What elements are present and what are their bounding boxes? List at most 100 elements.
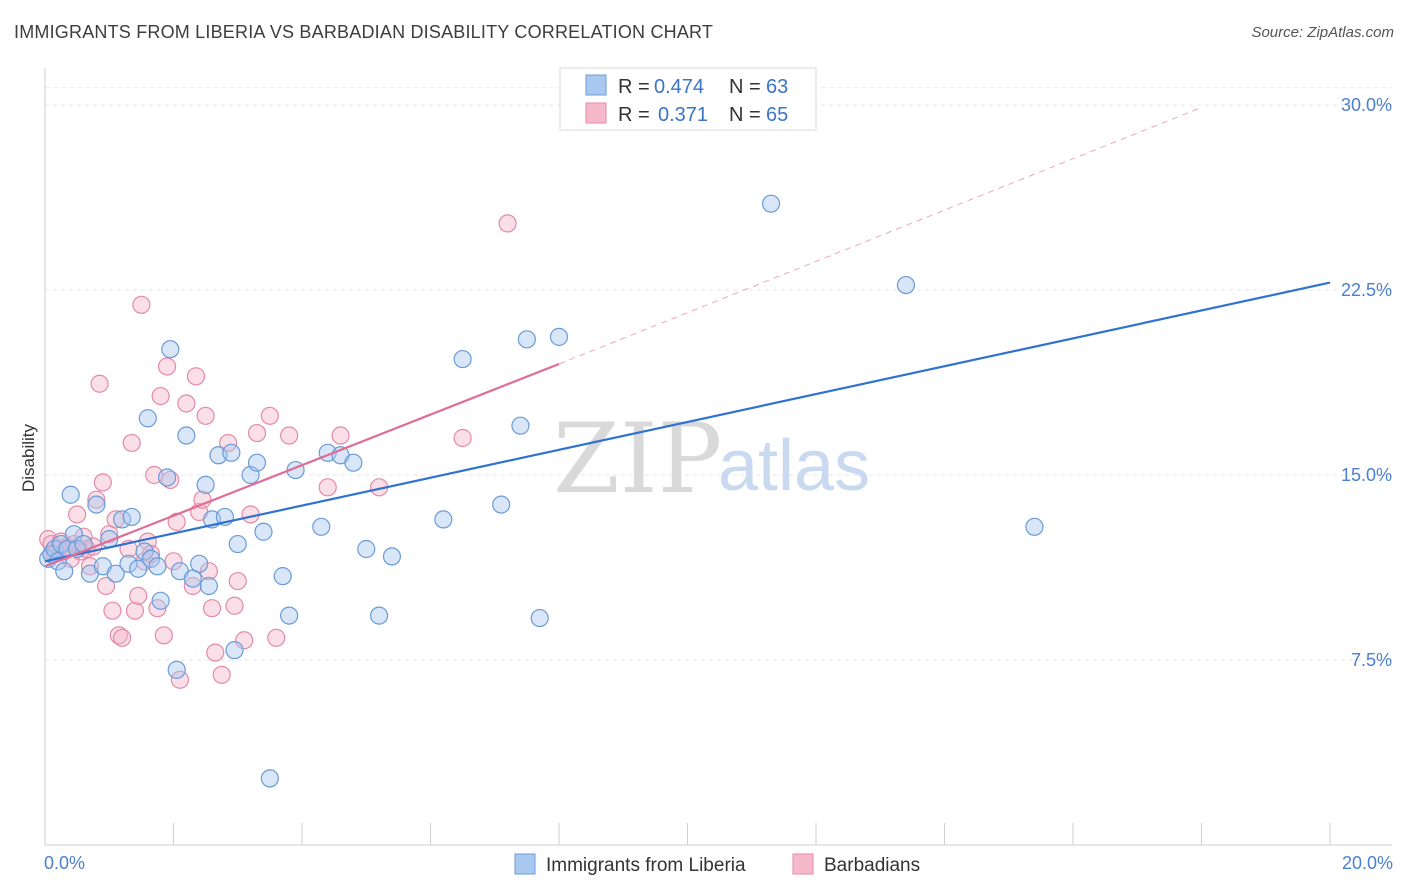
barbadians-point-47 — [199, 562, 218, 581]
liberia-point-53 — [382, 547, 402, 566]
barbadians-point-46 — [196, 406, 215, 425]
liberia-trend-line — [44, 281, 1331, 563]
barbadians-point-26 — [125, 601, 145, 620]
barbadians-point-60 — [318, 478, 337, 497]
barbadians-point-49 — [206, 643, 225, 662]
barbadians-point-42 — [183, 576, 202, 596]
liberia-point-63 — [1025, 517, 1044, 536]
chart-title: IMMIGRANTS FROM LIBERIA VS BARBADIAN DIS… — [14, 22, 714, 42]
barbadians-point-64 — [498, 214, 517, 233]
liberia-point-21 — [138, 409, 157, 428]
gridlines — [45, 87, 1392, 661]
liberia-point-60 — [549, 327, 569, 346]
liberia-point-33 — [199, 576, 218, 596]
liberia-point-32 — [196, 475, 215, 494]
y-axis-label: Disability — [19, 423, 38, 492]
barbadians-point-45 — [193, 490, 212, 509]
liberia-point-45 — [280, 606, 299, 625]
liberia-point-26 — [161, 340, 180, 359]
liberia-point-43 — [260, 769, 279, 788]
liberia-point-54 — [434, 510, 453, 529]
liberia-point-22 — [141, 549, 161, 568]
barbadians-point-56 — [247, 423, 267, 443]
barbadians-point-15 — [87, 490, 106, 509]
liberia-point-29 — [177, 426, 196, 445]
tick-labels: 7.5% 15.0% 22.5% 30.0% 0.0% 20.0% — [44, 95, 1393, 873]
barbadians-trend-line — [44, 362, 560, 568]
barbadians-point-57 — [260, 406, 279, 425]
liberia-point-19 — [129, 559, 148, 578]
liberia-points — [39, 194, 1044, 788]
liberia-point-41 — [247, 453, 267, 472]
barbadians-points — [39, 214, 517, 689]
liberia-point-12 — [87, 495, 106, 514]
barbadians-point-61 — [331, 426, 350, 445]
liberia-point-58 — [517, 330, 536, 349]
liberia-point-23 — [148, 557, 167, 576]
liberia-point-15 — [106, 564, 125, 583]
legend-r-value-barbadians: 0.371 — [658, 104, 708, 126]
legend-swatch-barbadians — [585, 102, 607, 124]
watermark-atlas: atlas — [718, 426, 870, 506]
liberia-point-61 — [761, 194, 781, 213]
barbadians-point-27 — [129, 586, 148, 605]
y-tick-label-0: 7.5% — [1351, 650, 1392, 670]
bottom-legend-swatch-liberia — [514, 853, 536, 875]
liberia-point-37 — [222, 443, 241, 462]
liberia-point-57 — [511, 416, 530, 435]
liberia-point-62 — [896, 275, 916, 295]
liberia-point-39 — [228, 534, 247, 554]
barbadians-point-25 — [122, 433, 141, 453]
liberia-point-55 — [453, 349, 472, 369]
barbadians-point-18 — [96, 576, 116, 596]
series-legend: Immigrants from Liberia Barbadians — [514, 853, 920, 876]
legend-n-value-liberia: 63 — [766, 76, 788, 98]
barbadians-point-23 — [112, 628, 132, 647]
bottom-legend-label-liberia: Immigrants from Liberia — [546, 855, 746, 876]
liberia-point-25 — [157, 468, 177, 487]
barbadians-point-50 — [212, 665, 231, 684]
barbadians-point-36 — [157, 357, 177, 376]
barbadians-point-9 — [68, 505, 87, 524]
barbadians-point-48 — [202, 599, 222, 618]
barbadians-point-17 — [93, 473, 112, 492]
barbadians-point-54 — [235, 631, 254, 650]
x-tick-label-1: 20.0% — [1342, 853, 1393, 873]
barbadians-point-52 — [225, 596, 244, 615]
liberia-point-20 — [135, 542, 154, 561]
watermark: ZIP atlas — [553, 403, 870, 515]
liberia-point-59 — [530, 608, 549, 628]
barbadians-point-34 — [151, 386, 170, 406]
legend-r-label-liberia: R = — [618, 76, 650, 98]
liberia-point-38 — [225, 641, 244, 660]
barbadians-point-22 — [109, 626, 128, 645]
trend-lines — [44, 107, 1331, 568]
y-tick-label-3: 30.0% — [1341, 95, 1392, 115]
legend-r-value-liberia: 0.474 — [654, 76, 704, 98]
liberia-point-50 — [344, 453, 363, 472]
liberia-point-42 — [254, 522, 273, 541]
liberia-point-8 — [64, 525, 84, 544]
barbadians-point-28 — [132, 295, 151, 314]
legend-n-label-liberia: N = — [729, 76, 761, 98]
liberia-point-18 — [122, 507, 141, 527]
barbadians-point-41 — [177, 394, 196, 413]
barbadians-point-13 — [80, 557, 100, 576]
liberia-point-24 — [151, 591, 170, 610]
barbadians-point-43 — [186, 367, 206, 386]
barbadians-point-53 — [228, 571, 247, 591]
barbadians-point-58 — [267, 628, 286, 647]
legend-n-value-barbadians: 65 — [766, 104, 788, 126]
liberia-point-31 — [190, 554, 209, 573]
liberia-point-17 — [119, 554, 138, 573]
stats-legend: R = 0.474 N = 63 R = 0.371 N = 65 — [559, 67, 817, 131]
barbadians-trend-extension — [558, 107, 1202, 365]
liberia-point-5 — [55, 562, 74, 581]
legend-swatch-liberia — [585, 74, 607, 96]
bottom-legend-label-barbadians: Barbadians — [824, 855, 920, 876]
liberia-point-44 — [273, 567, 292, 586]
barbadians-point-59 — [280, 426, 299, 445]
legend-n-label-barbadians: N = — [729, 104, 761, 126]
barbadians-point-40 — [170, 670, 190, 689]
